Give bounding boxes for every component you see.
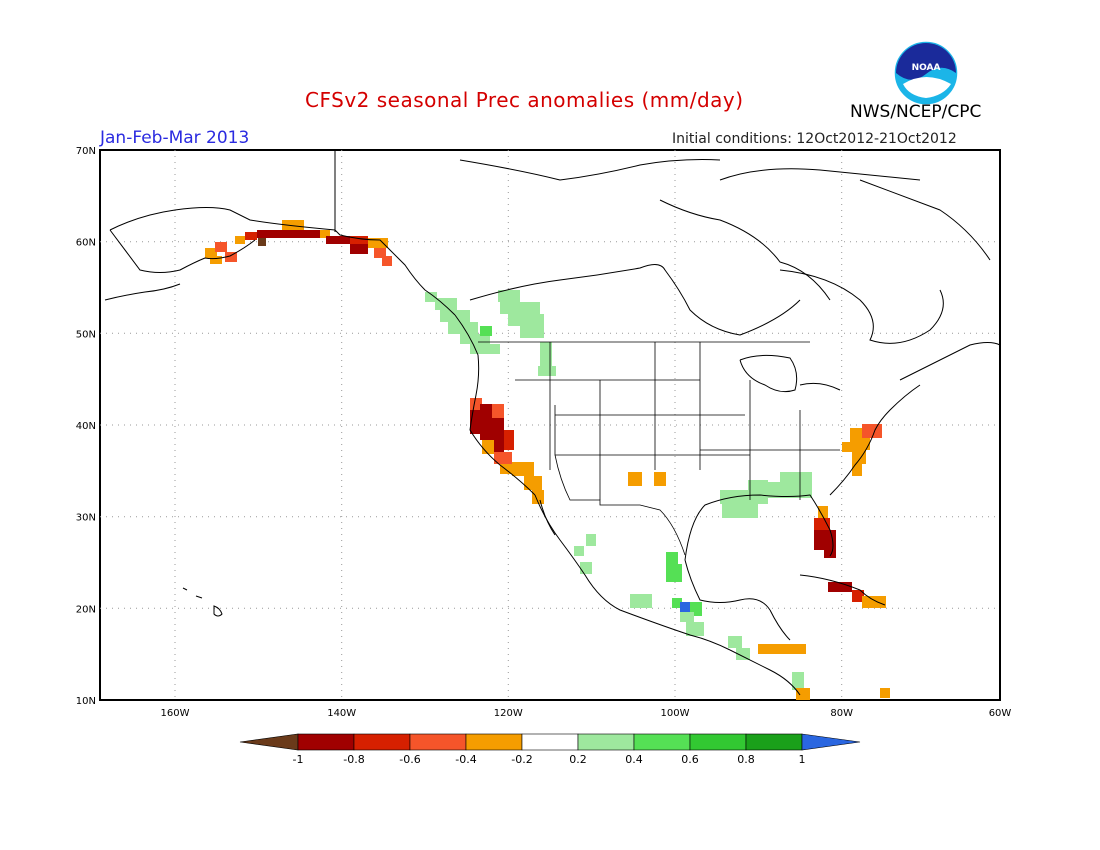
colorbar-swatch	[521, 733, 579, 751]
colorbar-swatch	[577, 733, 635, 751]
lat-label: 20N	[76, 604, 96, 615]
colorbar-tick-label: 0.6	[681, 753, 699, 766]
agency-label: NWS/NCEP/CPC	[850, 102, 982, 122]
season-label: Jan-Feb-Mar 2013	[100, 128, 250, 148]
anomaly-california	[470, 398, 544, 504]
grid-lines	[100, 150, 1000, 700]
lon-label: 120W	[494, 708, 523, 719]
anomaly-cells	[205, 220, 890, 700]
colorbar-swatch	[353, 733, 411, 751]
lon-label: 140W	[327, 708, 356, 719]
anomaly-mexico	[574, 534, 704, 636]
logo-text: NOAA	[912, 63, 941, 73]
colorbar-tick-label: -0.8	[343, 753, 364, 766]
lat-label: 60N	[76, 238, 96, 249]
anomaly-florida	[814, 506, 836, 558]
colorbar-tick-label: -0.4	[455, 753, 476, 766]
colorbar-tick-label: -0.6	[399, 753, 420, 766]
anomaly-mid-atlantic	[842, 424, 882, 476]
colorbar-arrow-low	[239, 733, 299, 751]
anomaly-gulf-coast	[720, 472, 812, 518]
lon-label: 100W	[661, 708, 690, 719]
colorbar-swatch	[465, 733, 523, 751]
map-frame	[99, 149, 1001, 701]
anomaly-caribbean	[828, 582, 886, 608]
latitude-labels: 70N 60N 50N 40N 30N 20N 10N	[76, 146, 96, 707]
colorbar-tick-label: -0.2	[511, 753, 532, 766]
coastlines	[104, 150, 1001, 696]
anomaly-alaska-coast	[205, 220, 392, 266]
noaa-logo: NOAA	[893, 40, 959, 106]
lon-label: 160W	[161, 708, 190, 719]
longitude-labels: 160W 140W 120W 100W 80W 60W	[161, 708, 1012, 719]
colorbar-swatch	[633, 733, 691, 751]
lat-label: 10N	[76, 696, 96, 707]
colorbar-swatch	[745, 733, 803, 751]
lat-label: 40N	[76, 421, 96, 432]
anomaly-central-america	[728, 636, 890, 700]
lat-label: 70N	[76, 146, 96, 157]
colorbar-swatch	[297, 733, 355, 751]
colorbar: -1 -0.8 -0.6 -0.4 -0.2 0.2 0.4 0.6 0.8 1	[239, 733, 861, 766]
colorbar-tick-label: 0.8	[737, 753, 755, 766]
lat-label: 50N	[76, 329, 96, 340]
borders	[478, 341, 840, 556]
map-title: CFSv2 seasonal Prec anomalies (mm/day)	[305, 88, 744, 112]
anomaly-pacific-northwest	[425, 290, 556, 376]
colorbar-swatch	[689, 733, 747, 751]
lat-label: 30N	[76, 513, 96, 524]
lon-label: 60W	[989, 708, 1012, 719]
initial-conditions-label: Initial conditions: 12Oct2012-21Oct2012	[672, 131, 957, 147]
colorbar-tick-label: 0.2	[569, 753, 587, 766]
colorbar-tick-label: 0.4	[625, 753, 643, 766]
lon-label: 80W	[830, 708, 853, 719]
colorbar-tick-label: -1	[293, 753, 304, 766]
colorbar-tick-label: 1	[799, 753, 806, 766]
colorbar-arrow-high	[801, 733, 861, 751]
colorbar-swatch	[409, 733, 467, 751]
